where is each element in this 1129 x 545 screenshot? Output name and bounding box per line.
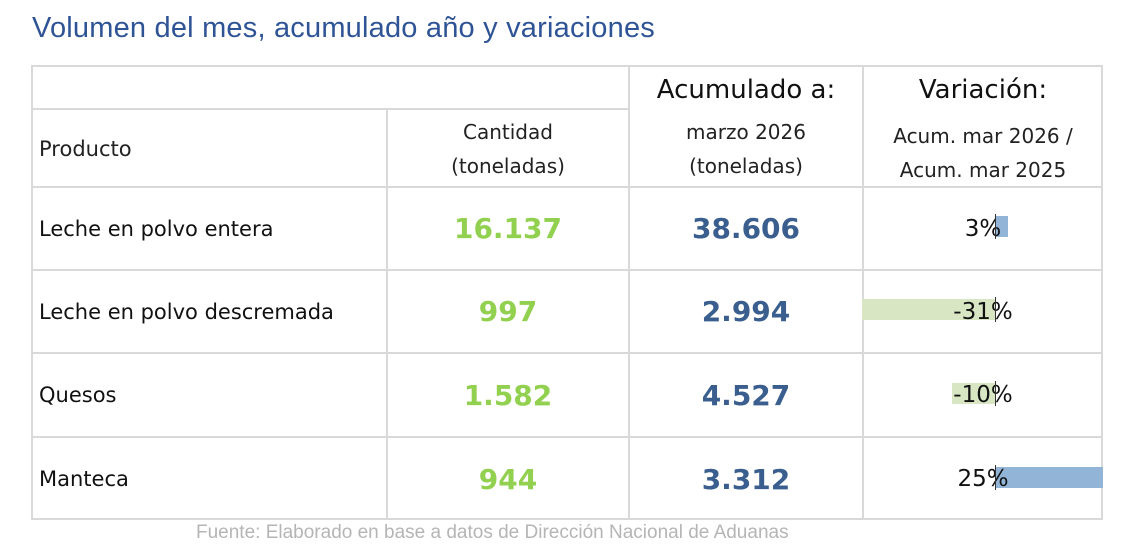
grid-line — [31, 186, 1103, 188]
header-cantidad: Cantidad (toneladas) — [388, 110, 628, 187]
variacion-axis — [995, 214, 996, 239]
variacion-axis — [995, 297, 996, 322]
header-acumulado: marzo 2026 (toneladas) — [630, 110, 862, 187]
row-cantidad: 944 — [478, 462, 538, 496]
grid-line — [628, 65, 630, 520]
row-variacion: 3% — [964, 215, 1002, 242]
variacion-bar — [861, 299, 995, 320]
header-producto: Producto — [39, 136, 132, 161]
row-cantidad: 997 — [478, 295, 538, 328]
row-producto: Quesos — [39, 383, 117, 407]
source-note: Fuente: Elaborado en base a datos de Dir… — [196, 522, 789, 543]
row-acumulado: 3.312 — [701, 462, 791, 496]
variacion-axis — [995, 464, 996, 490]
header-cantidad-label: Cantidad — [463, 119, 553, 144]
grid-line — [31, 352, 1103, 354]
header-variacion: Acum. mar 2026 / Acum. mar 2025 — [864, 118, 1102, 187]
header-cantidad-unit: (toneladas) — [451, 153, 565, 178]
row-variacion: -31% — [953, 298, 1013, 325]
grid-line — [31, 108, 629, 110]
row-acumulado: 4.527 — [701, 378, 791, 412]
grid-line — [31, 436, 1103, 438]
data-table — [31, 65, 1103, 520]
row-cantidad: 1.582 — [463, 378, 553, 412]
variacion-bar — [995, 466, 1103, 488]
row-acumulado: 38.606 — [691, 212, 801, 245]
grid-line — [862, 65, 864, 520]
header-acumulado-period: marzo 2026 — [686, 119, 806, 144]
header-acumulado-unit: (toneladas) — [689, 153, 803, 178]
variacion-axis — [995, 380, 996, 406]
row-variacion: -10% — [953, 382, 1013, 408]
header-variacion-line2: Acum. mar 2025 — [899, 157, 1067, 182]
row-cantidad: 16.137 — [453, 212, 563, 245]
row-producto: Leche en polvo entera — [39, 216, 274, 241]
header-acumulado-top: Acumulado a: — [656, 75, 836, 105]
row-acumulado: 2.994 — [701, 295, 791, 328]
row-producto: Manteca — [39, 467, 129, 491]
header-variacion-line1: Acum. mar 2026 / — [893, 123, 1073, 148]
grid-line — [386, 109, 388, 520]
variacion-bar — [995, 216, 1008, 237]
page-title: Volumen del mes, acumulado año y variaci… — [32, 12, 655, 44]
grid-line — [31, 269, 1103, 271]
variacion-bar — [952, 382, 995, 404]
header-variacion-top: Variación: — [918, 75, 1048, 105]
row-variacion: 25% — [957, 466, 1009, 492]
row-producto: Leche en polvo descremada — [39, 299, 334, 324]
